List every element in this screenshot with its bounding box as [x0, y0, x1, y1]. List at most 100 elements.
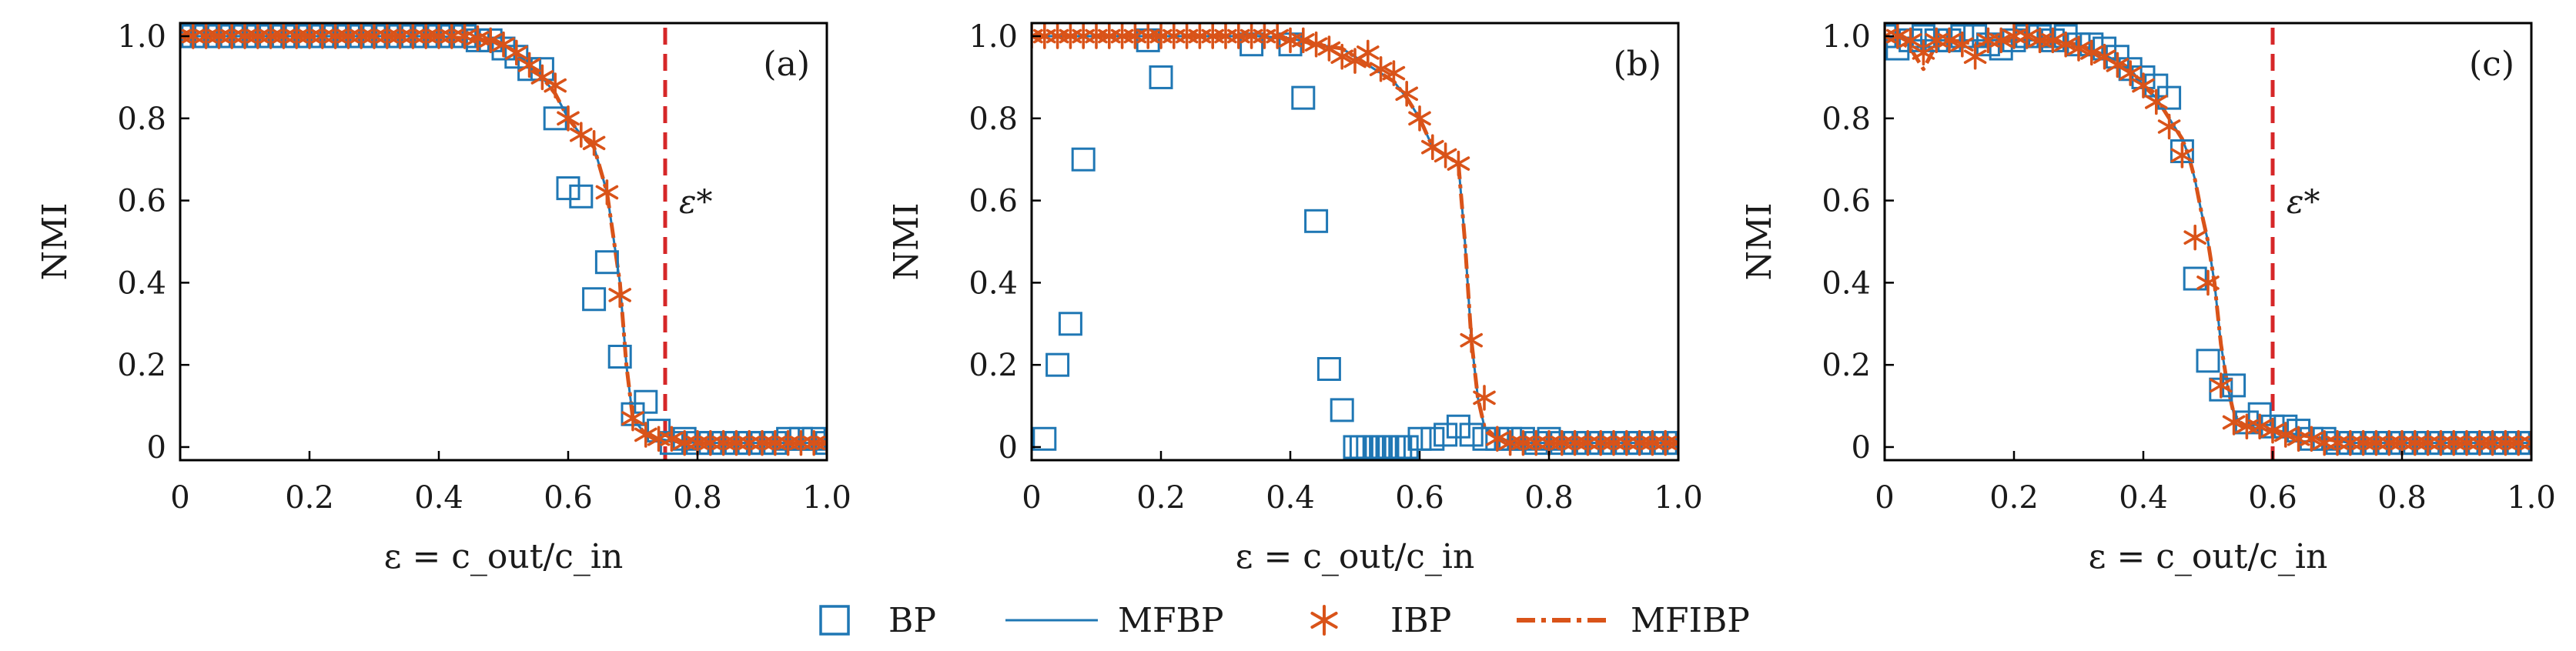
bp-point — [1330, 398, 1354, 422]
threshold-label-c: ε* — [2287, 183, 2320, 221]
x-tick-label: 0.2 — [1136, 480, 1186, 516]
ibp-point — [2119, 60, 2142, 86]
bp-point — [2183, 266, 2207, 291]
ibp-point — [453, 23, 477, 49]
y-tick-label: 0.2 — [117, 348, 166, 383]
x-tick-label: 0 — [1022, 480, 1041, 516]
bp-point — [594, 250, 619, 275]
ibp-point — [1330, 43, 1353, 70]
ibp-point — [1304, 31, 1328, 58]
x-tick-label: 0.4 — [2119, 480, 2168, 516]
plot-frame-b — [1030, 22, 1680, 462]
ibp-point — [1899, 27, 1922, 54]
open-square-icon — [819, 605, 850, 636]
x-tick-label: 1.0 — [802, 480, 851, 516]
panel-label-c: (c) — [2469, 45, 2514, 84]
bp-point — [556, 176, 580, 201]
bp-point — [2196, 349, 2220, 373]
y-tick-label: 0 — [147, 430, 166, 466]
bp-point — [569, 184, 594, 209]
ibp-point — [1989, 27, 2012, 54]
ibp-point — [2520, 429, 2531, 456]
mfbp-line — [1032, 35, 1678, 445]
y-tick-label: 0.4 — [117, 265, 166, 301]
x-tick-label: 0 — [170, 480, 189, 516]
ibp-point — [2300, 426, 2323, 452]
ibp-point — [2054, 31, 2077, 58]
ibp-point — [2170, 142, 2194, 169]
ibp-point — [660, 426, 684, 452]
bp-point — [1149, 65, 1173, 89]
y-axis-label-b: NMI — [887, 203, 926, 281]
panel-b: 0 0.2 0.4 0.6 0.8 1.0 0 0.2 0.4 0.6 0.8 1.0 (b) NMI… — [887, 19, 1703, 576]
panel-a: 0 0.2 0.4 0.6 0.8 1.000.20.40.60.81.0 (a) ε* … — [35, 19, 851, 576]
y-tick-label: 0.8 — [1822, 102, 1871, 137]
legend-item-mfibp: MFIBP — [1517, 601, 1750, 640]
ibp-point — [1912, 39, 1935, 66]
ibp-point — [479, 27, 502, 54]
x-axis-label-c: ε = c_out/c_in — [2089, 537, 2328, 576]
ibp-point — [815, 429, 827, 456]
mfibp-line — [180, 34, 827, 446]
y-tick-label: 0.6 — [1822, 184, 1871, 219]
x-tick-label: 0.6 — [2248, 480, 2297, 516]
x-tick-label: 0.8 — [673, 480, 722, 516]
ibp-point — [2222, 409, 2246, 436]
y-tick-label: 0.6 — [117, 184, 166, 219]
legend: BP MFBP IBP MFIBP — [819, 601, 1750, 640]
x-tick-label: 0.4 — [1266, 480, 1315, 516]
ibp-point — [1292, 27, 1315, 54]
x-axis-label-a: ε = c_out/c_in — [384, 537, 624, 576]
ibp-point — [2274, 422, 2297, 448]
ibp-point — [2041, 27, 2065, 54]
bp-point — [1459, 422, 1484, 447]
ibp-point — [1369, 55, 1393, 82]
ibp-point — [1395, 80, 1418, 107]
y-tick-label: 1.0 — [969, 19, 1018, 55]
bp-point — [1316, 357, 1341, 382]
y-tick-label: 0 — [1852, 430, 1871, 466]
mfibp-line — [1032, 34, 1678, 446]
bp-point — [2157, 85, 2182, 110]
plot-frame-a — [179, 22, 828, 462]
y-tick-label: 0.2 — [1822, 348, 1871, 383]
ibp-point — [505, 39, 528, 66]
panel-c: 0 0.2 0.4 0.6 0.8 1.000.20.40.60.81.0 (c) ε* … — [1740, 19, 2556, 576]
ibp-point — [2210, 372, 2233, 399]
y-tick-label: 0.4 — [969, 265, 1018, 301]
ibp-point — [582, 130, 606, 156]
x-tick-label: 0.6 — [544, 480, 593, 516]
x-tick-label: 1.0 — [2507, 480, 2556, 516]
y-axis-label-c: NMI — [1740, 203, 1779, 281]
ibp-point — [2080, 39, 2103, 66]
y-tick-label: 0.4 — [1822, 265, 1871, 301]
ibp-point — [2196, 269, 2220, 296]
mfibp-line — [1885, 34, 2531, 446]
bp-point — [1420, 426, 1445, 451]
ibp-point — [1473, 385, 1496, 411]
ibp-point — [595, 179, 619, 205]
bp-point — [1304, 209, 1329, 233]
bp-point — [1291, 85, 1316, 110]
bp-point — [607, 344, 632, 369]
ibp-point — [1357, 39, 1380, 66]
bp-point — [634, 389, 658, 414]
ibp-point — [1963, 43, 1987, 70]
bp-point — [582, 287, 607, 312]
threshold-label-a: ε* — [679, 183, 713, 221]
legend-label-bp: BP — [888, 601, 936, 640]
ibp-point — [517, 52, 541, 78]
ibp-point — [1421, 134, 1444, 160]
legend-label-ibp: IBP — [1390, 601, 1451, 640]
y-tick-label: 0.8 — [117, 102, 166, 137]
y-axis-label-a: NMI — [35, 203, 75, 281]
ibp-point — [2016, 23, 2039, 49]
bp-point — [1071, 147, 1096, 172]
bp-point — [1407, 426, 1432, 451]
bp-point — [1058, 312, 1082, 336]
ibp-point — [634, 422, 657, 448]
y-tick-label: 0.8 — [969, 102, 1018, 137]
legend-item-bp: BP — [819, 601, 936, 640]
x-tick-label: 0.2 — [285, 480, 334, 516]
